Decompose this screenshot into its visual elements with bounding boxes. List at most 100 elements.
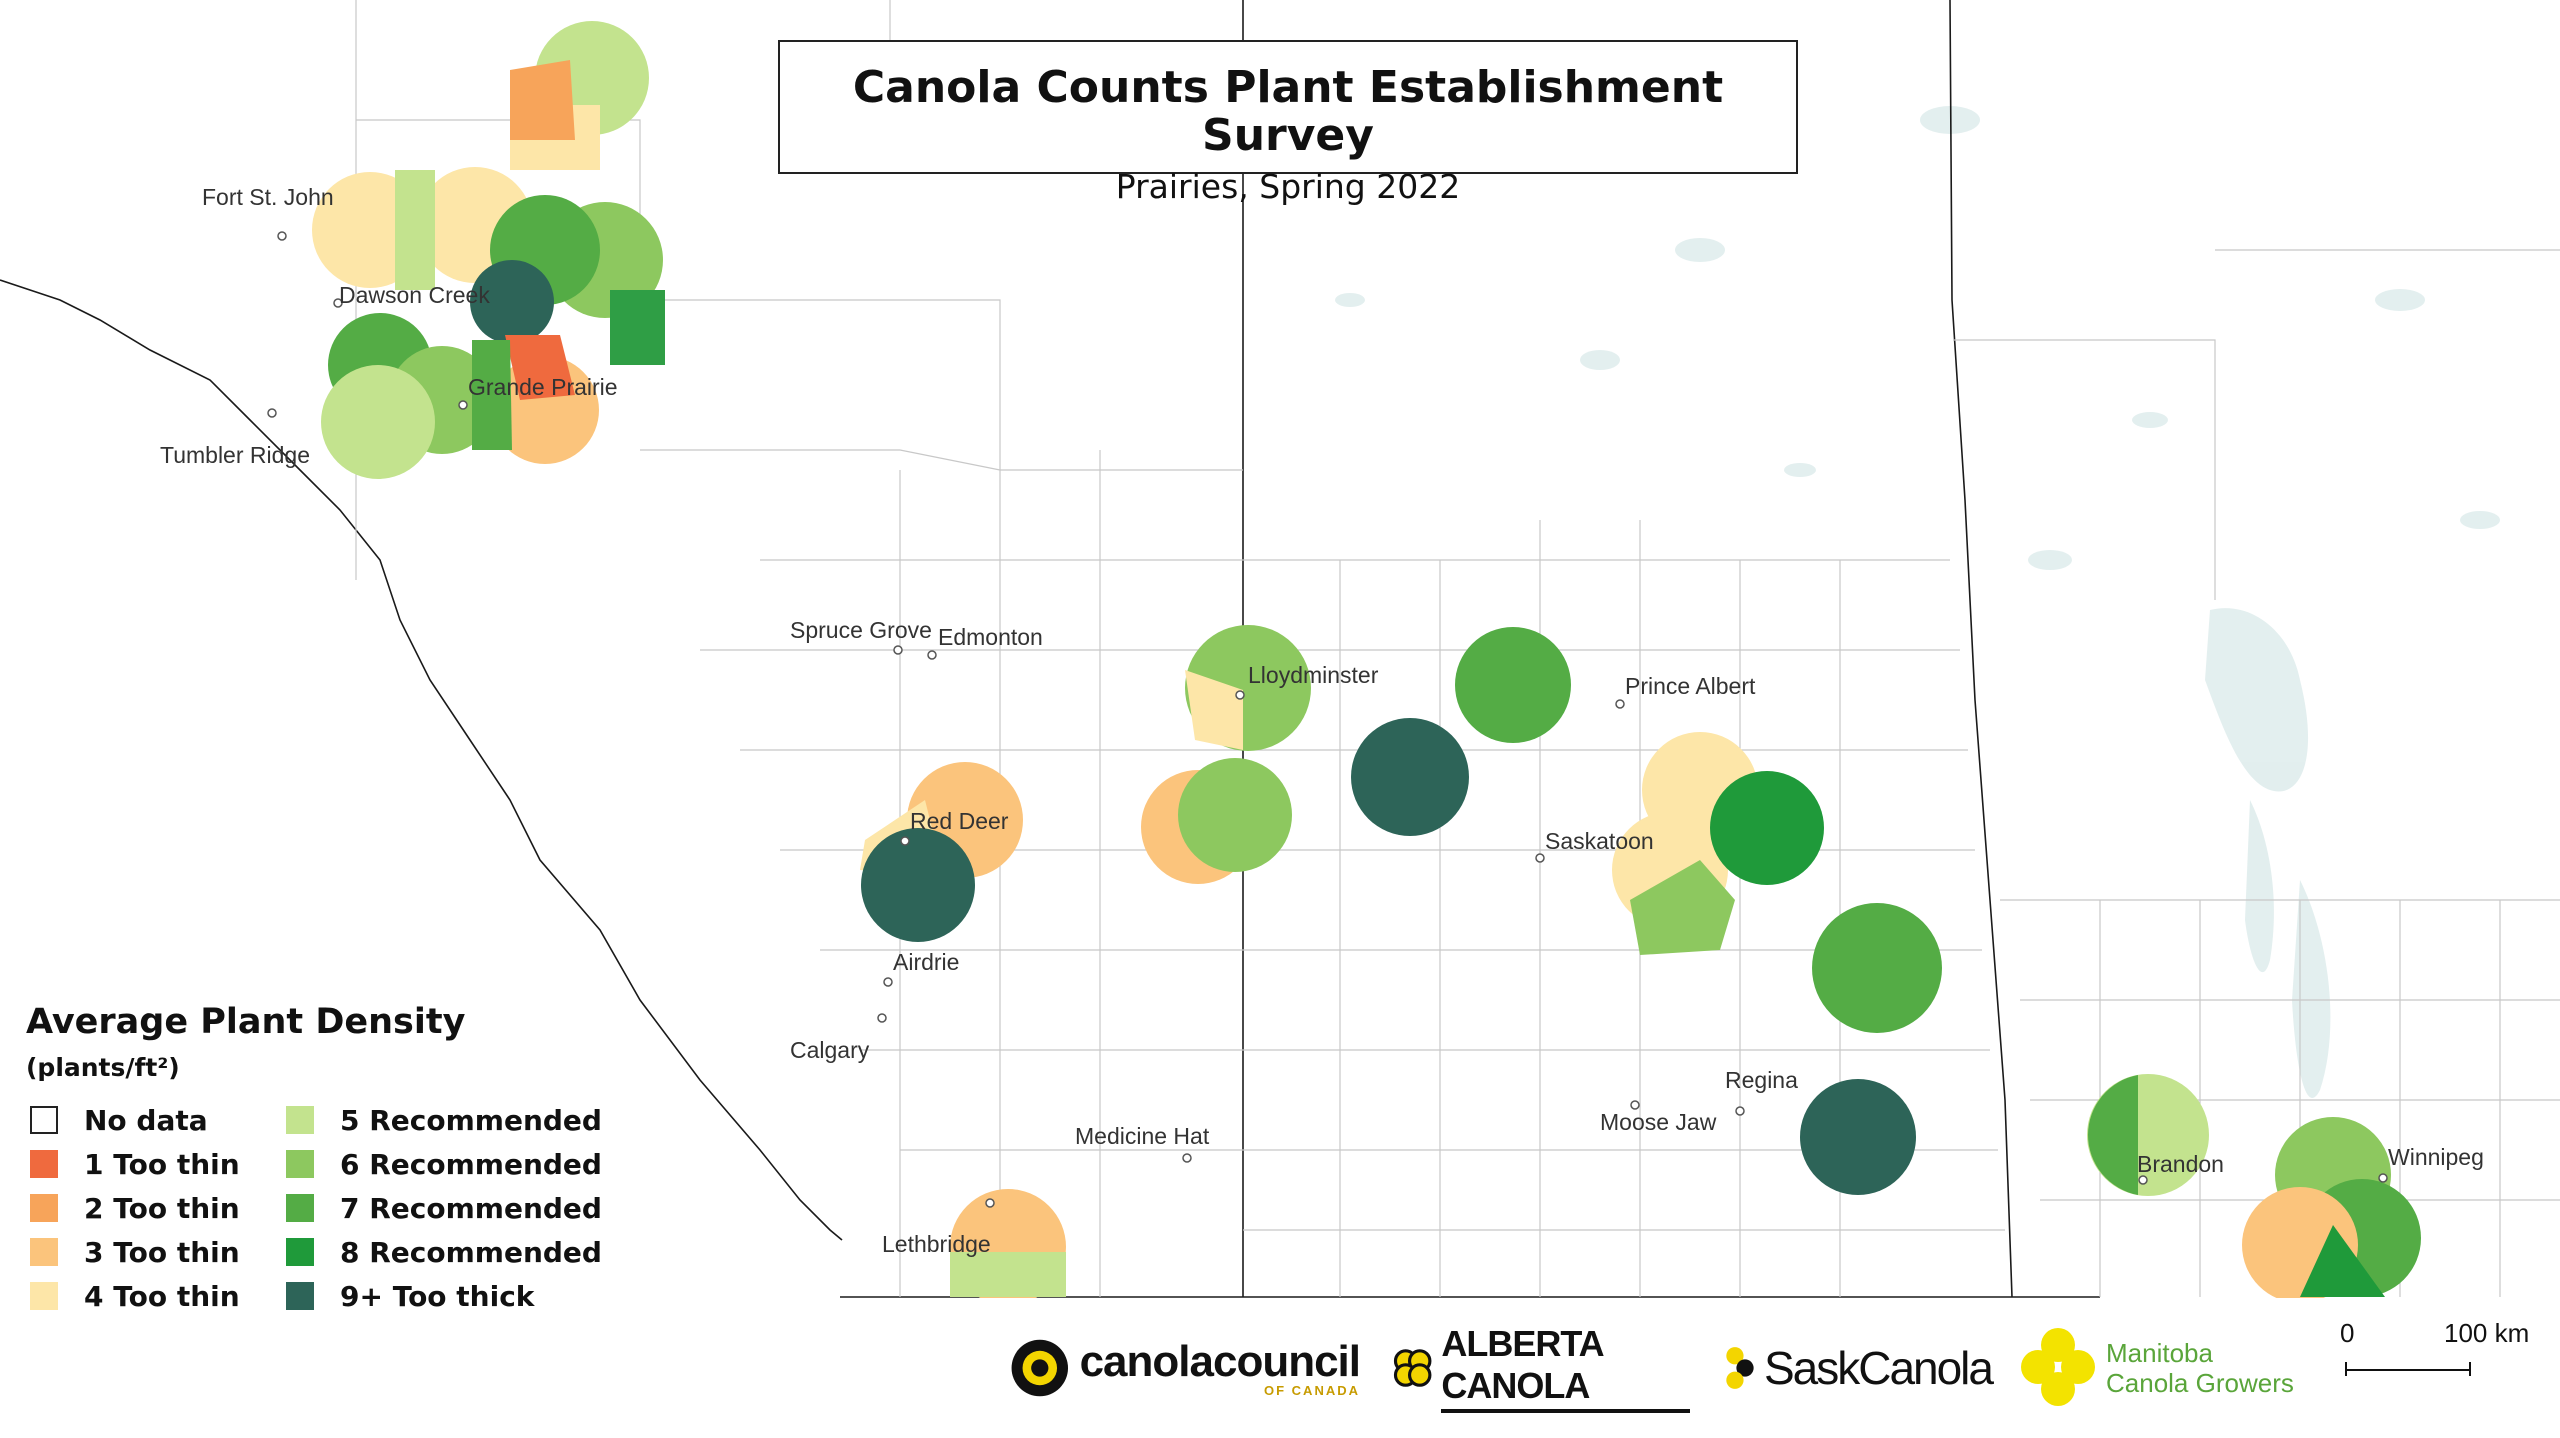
city-labels: Fort St. John Dawson Creek Grande Prairi… bbox=[160, 184, 2484, 1257]
density-circle bbox=[1630, 860, 1735, 955]
city-label: Fort St. John bbox=[202, 184, 334, 210]
legend-label: 6 Recommended bbox=[340, 1147, 602, 1181]
legend-label: No data bbox=[84, 1103, 208, 1137]
map-subtitle: Prairies, Spring 2022 bbox=[1115, 167, 1461, 206]
density-circle bbox=[395, 170, 435, 290]
legend-item: 7 Recommended bbox=[286, 1186, 602, 1230]
city-dot bbox=[1615, 699, 1625, 709]
density-circle bbox=[472, 340, 512, 450]
city-dot bbox=[267, 408, 277, 418]
scale-start-label: 0 bbox=[2340, 1318, 2355, 1348]
density-circle bbox=[2088, 1075, 2138, 1195]
city-dot bbox=[877, 1013, 887, 1023]
legend-label: 5 Recommended bbox=[340, 1103, 602, 1137]
density-circle bbox=[1812, 903, 1942, 1033]
legend-column-right: 5 Recommended 6 Recommended 7 Recommende… bbox=[286, 1098, 602, 1318]
city-label: Moose Jaw bbox=[1600, 1109, 1717, 1135]
city-label: Edmonton bbox=[938, 624, 1043, 650]
cluster-winnipeg bbox=[2242, 1117, 2421, 1303]
density-circle bbox=[505, 335, 575, 400]
city-dot bbox=[1182, 1153, 1192, 1163]
city-label: Dawson Creek bbox=[339, 282, 490, 308]
legend-swatch bbox=[30, 1194, 58, 1222]
density-circle bbox=[1185, 670, 1243, 750]
density-circle bbox=[2300, 1225, 2385, 1297]
legend-swatch bbox=[286, 1106, 314, 1134]
city-dot bbox=[893, 645, 903, 655]
flower-icon bbox=[1393, 1349, 1432, 1387]
city-dot bbox=[2378, 1173, 2388, 1183]
density-circle bbox=[1800, 1079, 1916, 1195]
legend-swatch bbox=[30, 1238, 58, 1266]
manitoba-canola-logo: Manitoba Canola Growers bbox=[2018, 1318, 2318, 1418]
alberta-canola-wordmark: ALBERTA CANOLA bbox=[1441, 1323, 1690, 1413]
density-circles bbox=[312, 21, 2421, 1305]
city-dot bbox=[458, 400, 468, 410]
legend: Average Plant Density (plants/ft²) No da… bbox=[26, 1000, 626, 1313]
legend-item: No data bbox=[30, 1098, 240, 1142]
legend-swatch bbox=[286, 1150, 314, 1178]
city-label: Prince Albert bbox=[1625, 673, 1756, 699]
city-label: Lethbridge bbox=[882, 1231, 991, 1257]
city-label: Regina bbox=[1725, 1067, 1798, 1093]
city-dot bbox=[883, 977, 893, 987]
map-bottom-mask bbox=[840, 1298, 2560, 1438]
legend-unit: (plants/ft²) bbox=[26, 1053, 180, 1082]
city-label: Winnipeg bbox=[2388, 1144, 2484, 1170]
legend-item: 3 Too thin bbox=[30, 1230, 240, 1274]
density-circle bbox=[950, 1252, 1066, 1297]
city-label: Medicine Hat bbox=[1075, 1123, 1210, 1149]
sask-canola-logo: SaskCanola bbox=[1722, 1318, 1994, 1418]
density-circle bbox=[1455, 627, 1571, 743]
density-circle bbox=[1710, 771, 1824, 885]
legend-label: 8 Recommended bbox=[340, 1235, 602, 1269]
legend-title: Average Plant Density bbox=[26, 1002, 466, 1042]
city-label: Saskatoon bbox=[1545, 828, 1654, 854]
city-dot bbox=[927, 650, 937, 660]
city-label: Tumbler Ridge bbox=[160, 442, 310, 468]
density-circle bbox=[321, 365, 435, 479]
legend-item: 4 Too thin bbox=[30, 1274, 240, 1318]
city-label: Spruce Grove bbox=[790, 617, 932, 643]
canola-council-sub: OF CANADA bbox=[1264, 1382, 1360, 1398]
cluster-red-deer bbox=[860, 762, 1023, 942]
alberta-canola-logo: ALBERTA CANOLA bbox=[1390, 1318, 1690, 1418]
city-dot bbox=[333, 298, 343, 308]
cluster-saskatoon bbox=[1612, 732, 1824, 955]
legend-label: 3 Too thin bbox=[84, 1235, 240, 1269]
city-dot bbox=[1235, 690, 1245, 700]
city-dot bbox=[1535, 853, 1545, 863]
legend-label: 4 Too thin bbox=[84, 1279, 240, 1313]
legend-label: 7 Recommended bbox=[340, 1191, 602, 1225]
legend-item: 6 Recommended bbox=[286, 1142, 602, 1186]
density-circle bbox=[610, 290, 665, 365]
manitoba-line1: Manitoba bbox=[2106, 1338, 2213, 1368]
city-label: Calgary bbox=[790, 1037, 870, 1063]
city-dot bbox=[277, 231, 287, 241]
legend-swatch bbox=[30, 1282, 58, 1310]
cluster-lloydminster bbox=[1141, 625, 1311, 884]
cluster-brandon bbox=[2087, 1074, 2209, 1196]
legend-item: 9+ Too thick bbox=[286, 1274, 602, 1318]
city-label: Lloydminster bbox=[1248, 662, 1379, 688]
legend-swatch bbox=[286, 1238, 314, 1266]
legend-label: 1 Too thin bbox=[84, 1147, 240, 1181]
legend-item: 2 Too thin bbox=[30, 1186, 240, 1230]
city-dots bbox=[267, 231, 2388, 1208]
legend-item: 1 Too thin bbox=[30, 1142, 240, 1186]
density-circle bbox=[1351, 718, 1469, 836]
legend-item: 8 Recommended bbox=[286, 1230, 602, 1274]
city-dot bbox=[900, 836, 910, 846]
city-label: Airdrie bbox=[893, 949, 959, 975]
density-circle bbox=[1178, 758, 1292, 872]
scale-end-label: 100 km bbox=[2444, 1318, 2530, 1348]
legend-column-left: No data 1 Too thin 2 Too thin 3 Too thin… bbox=[30, 1098, 240, 1318]
sask-canola-wordmark: SaskCanola bbox=[1763, 1342, 1994, 1394]
city-dot bbox=[1630, 1100, 1640, 1110]
flower-icon bbox=[1726, 1347, 1754, 1389]
canola-council-logo: canolacouncil OF CANADA bbox=[1010, 1318, 1361, 1418]
scale-bar: 0 100 km bbox=[2340, 1318, 2540, 1378]
city-label: Brandon bbox=[2137, 1151, 2224, 1177]
